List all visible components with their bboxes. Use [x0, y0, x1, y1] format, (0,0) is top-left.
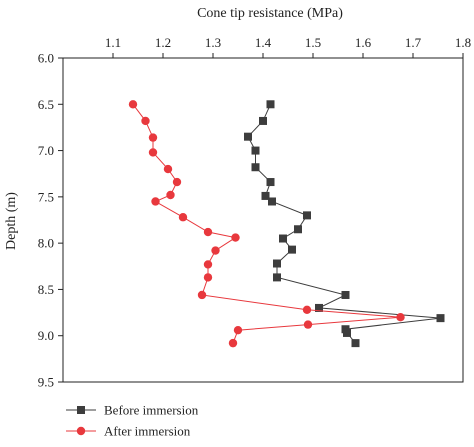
y-tick-label: 7.0: [38, 143, 54, 158]
legend-marker: [77, 406, 85, 414]
data-point: [178, 213, 188, 222]
y-axis-title: Depth (m): [4, 192, 19, 250]
x-tick-label: 1.4: [255, 35, 272, 50]
data-point: [266, 100, 275, 109]
legend-marker: [76, 426, 86, 436]
y-tick-label: 7.5: [38, 189, 54, 204]
data-point: [163, 164, 173, 174]
data-point: [341, 290, 350, 299]
x-tick-label: 1.7: [405, 35, 422, 50]
data-point: [303, 211, 311, 220]
x-axis-title: Cone tip resistance (MPa): [197, 6, 343, 21]
y-tick-label: 6.0: [38, 51, 54, 66]
legend-item-before-immersion: Before immersion: [66, 403, 199, 418]
data-point: [343, 328, 351, 337]
x-tick-label: 1.5: [305, 35, 321, 50]
data-point: [148, 148, 158, 157]
data-series: [128, 100, 445, 348]
data-point: [273, 273, 281, 282]
data-point: [172, 177, 182, 187]
x-tick-label: 1.6: [355, 35, 372, 50]
data-point: [148, 133, 158, 142]
data-point: [244, 132, 252, 141]
y-tick-label: 9.5: [38, 375, 54, 390]
data-point: [228, 338, 238, 348]
data-point: [294, 225, 302, 234]
data-point: [233, 325, 243, 335]
axes: 1.1 1.2 1.3 1.4 1.5 1.6 1.7 1.8 6.0 6.5 7.0 7.5 8.0 8…: [38, 35, 471, 390]
data-point: [303, 320, 313, 329]
data-point: [266, 178, 275, 187]
data-point: [279, 234, 287, 243]
data-point: [315, 303, 323, 312]
data-point: [151, 197, 160, 206]
legend-label: After immersion: [104, 424, 191, 439]
data-point: [141, 116, 150, 126]
data-point: [261, 191, 270, 200]
series-after-immersion: [128, 100, 405, 348]
data-point: [197, 290, 207, 300]
y-tick-label: 8.0: [38, 236, 54, 251]
legend-label: Before immersion: [104, 403, 199, 418]
data-point: [166, 190, 175, 200]
data-point: [259, 116, 267, 125]
data-point: [288, 245, 296, 254]
y-tick-label: 6.5: [38, 97, 54, 112]
series-line: [132, 103, 401, 344]
series-before-immersion: [244, 100, 445, 348]
y-tick-label: 8.5: [38, 282, 54, 297]
x-tick-label: 1.1: [105, 35, 121, 50]
data-point: [273, 259, 281, 268]
data-point: [203, 227, 213, 237]
data-point: [231, 233, 240, 242]
data-point: [268, 197, 276, 206]
data-point: [251, 163, 260, 172]
data-point: [203, 260, 213, 269]
data-point: [203, 273, 213, 282]
data-point: [211, 246, 220, 255]
x-tick-label: 1.8: [455, 35, 471, 50]
data-point: [251, 146, 260, 155]
data-point: [351, 339, 360, 348]
series-line: [247, 104, 441, 344]
data-point: [302, 305, 312, 314]
legend-item-after-immersion: After immersion: [66, 424, 191, 439]
data-point: [396, 313, 405, 322]
plot-frame: [62, 57, 464, 383]
x-tick-label: 1.3: [205, 35, 221, 50]
data-point: [436, 314, 445, 323]
y-tick-label: 9.0: [38, 328, 54, 343]
x-tick-label: 1.2: [155, 35, 171, 50]
legend: Before immersion After immersion: [66, 403, 199, 439]
data-point: [128, 100, 138, 109]
